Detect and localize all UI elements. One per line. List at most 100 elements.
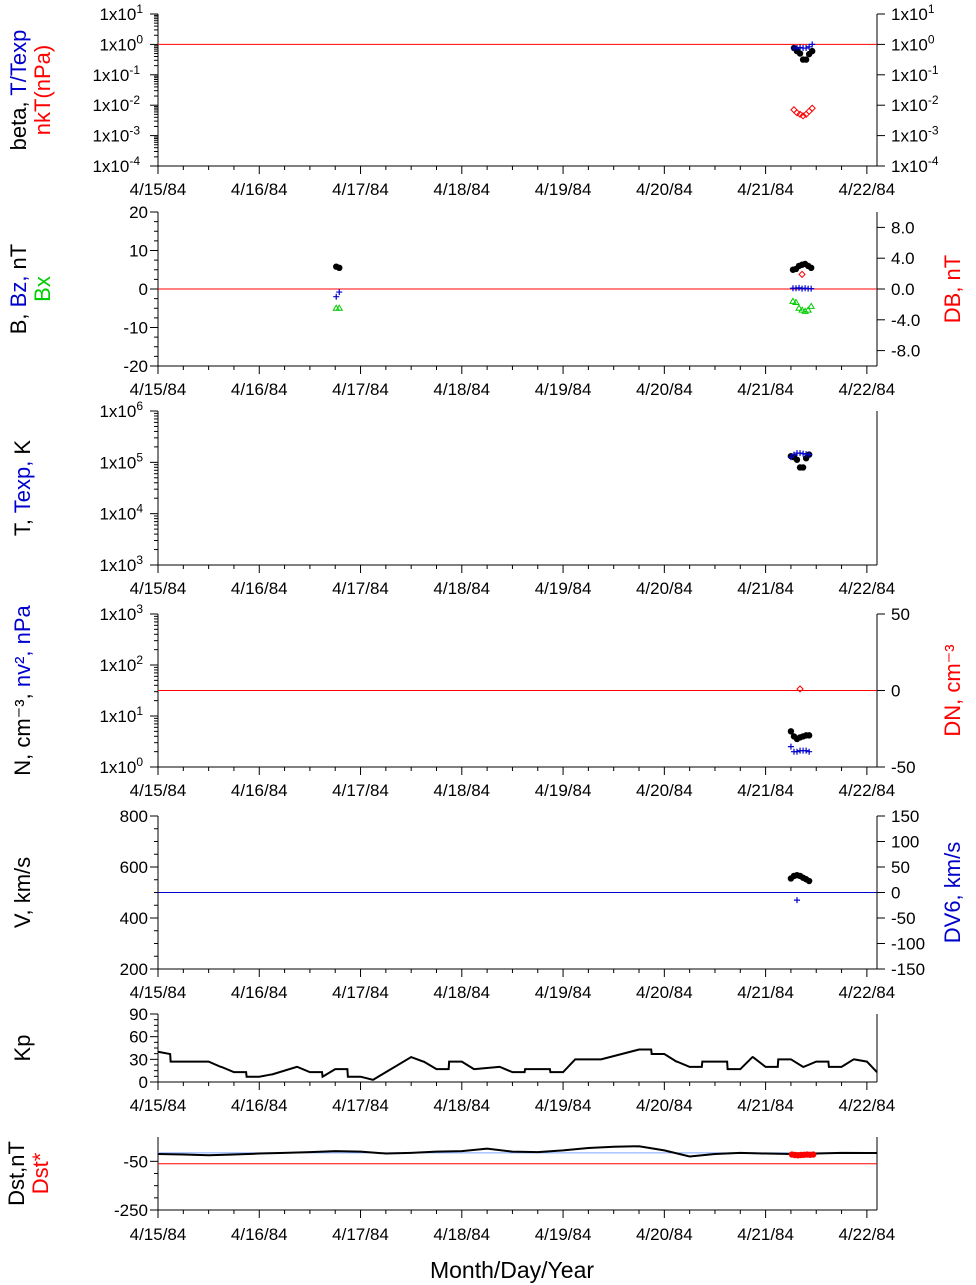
x-tick-label: 4/21/84 (737, 1225, 794, 1244)
x-tick-label: 4/19/84 (535, 380, 592, 399)
y-tick-label: -10 (123, 319, 148, 338)
y-tick-label: 0 (139, 1073, 148, 1092)
x-tick-label: 4/19/84 (535, 781, 592, 800)
data-point (806, 748, 813, 755)
panel-7: 4/15/84 4/16/84 4/17/84 4/18/84 4/19/84 4/20/… (4, 1137, 895, 1244)
y2-tick-label: 8.0 (891, 218, 915, 237)
y-tick-label: 200 (120, 960, 148, 979)
data-point (335, 304, 344, 311)
x-tick-label: 4/16/84 (231, 1225, 288, 1244)
y-tick-label: 1x10-2 (92, 93, 140, 115)
x-tick-label: 4/20/84 (636, 579, 693, 598)
x-tick-label: 4/17/84 (332, 781, 389, 800)
y-tick-label: 20 (129, 203, 148, 222)
x-tick-label: 4/21/84 (737, 380, 794, 399)
panel-4: 4/15/84 4/16/84 4/17/84 4/18/84 4/19/84 4/20/… (10, 602, 965, 800)
data-point (796, 685, 804, 693)
y2-tick-label: 1x10-1 (891, 63, 939, 85)
data-point (808, 285, 815, 292)
data-point (790, 106, 798, 114)
x-tick-label: 4/19/84 (535, 1096, 592, 1115)
y-tick-label: 1x100 (99, 755, 143, 777)
x-tick-label: 4/20/84 (636, 1096, 693, 1115)
y2-tick-label: 150 (891, 807, 919, 826)
data-point (803, 747, 810, 754)
x-tick-label: 4/15/84 (130, 579, 187, 598)
y2-tick-label: 1x10-4 (891, 154, 939, 176)
x-tick-label: 4/22/84 (839, 1225, 896, 1244)
series-line (157, 1048, 878, 1081)
y2-tick-label: 0 (891, 884, 900, 903)
x-tick-label: 4/21/84 (737, 1096, 794, 1115)
x-tick-label: 4/18/84 (433, 380, 490, 399)
y2-tick-label: 50 (891, 605, 910, 624)
y-axis-title: B, Bz, nT (6, 244, 31, 335)
data-point (801, 307, 809, 314)
y-tick-label: -250 (114, 1201, 148, 1220)
y2-axis-title: DV6, km/s (940, 842, 965, 943)
y2-tick-label: 50 (891, 858, 910, 877)
x-tick-label: 4/22/84 (839, 380, 896, 399)
y2-tick-label: -50 (891, 909, 916, 928)
x-tick-label: 4/17/84 (332, 983, 389, 1002)
y-axis-title: beta, T/Texp (6, 30, 31, 151)
y-tick-label: 1x104 (99, 502, 143, 524)
x-tick-label: 4/15/84 (130, 1096, 187, 1115)
y2-tick-label: -50 (891, 758, 916, 777)
x-tick-label: 4/17/84 (332, 1096, 389, 1115)
y-axis-title: Kp (10, 1035, 35, 1062)
y-axis-title: T, Texp, K (10, 440, 35, 537)
y-tick-label: 1x105 (99, 450, 143, 472)
x-tick-label: 4/22/84 (839, 781, 896, 800)
data-point (808, 104, 816, 112)
data-point (787, 454, 794, 461)
y2-tick-label: 1x100 (891, 32, 935, 54)
x-tick-label: 4/20/84 (636, 1225, 693, 1244)
x-tick-label: 4/21/84 (737, 983, 794, 1002)
x-tick-label: 4/16/84 (231, 983, 288, 1002)
x-tick-label: 4/22/84 (839, 180, 896, 199)
x-tick-label: 4/19/84 (535, 1225, 592, 1244)
data-point (799, 464, 807, 471)
y-tick-label: 1x103 (99, 602, 143, 624)
y2-tick-label: -8.0 (891, 342, 920, 361)
y-tick-label: 10 (129, 242, 148, 261)
x-tick-label: 4/18/84 (433, 781, 490, 800)
x-tick-label: 4/15/84 (130, 781, 187, 800)
data-point (807, 264, 815, 272)
data-point (333, 293, 340, 300)
y-tick-label: 600 (120, 858, 148, 877)
y-tick-label: 400 (120, 909, 148, 928)
y2-tick-label: 1x10-3 (891, 124, 939, 146)
y-tick-label: 60 (129, 1028, 148, 1047)
x-tick-label: 4/16/84 (231, 380, 288, 399)
data-point (336, 264, 343, 272)
data-point (789, 297, 797, 304)
data-point (806, 451, 813, 458)
y2-axis-title: DB, nT (940, 255, 965, 323)
data-point (796, 284, 803, 291)
x-tick-label: 4/21/84 (737, 781, 794, 800)
y2-tick-label: 1x101 (891, 2, 935, 24)
data-point (793, 748, 800, 755)
data-point (805, 107, 813, 115)
y-tick-label: 1x100 (99, 32, 143, 54)
y-tick-label: 30 (129, 1050, 148, 1069)
panel-2: 4/15/84 4/16/84 4/17/84 4/18/84 4/19/84 4/20/… (6, 203, 965, 399)
data-point (796, 50, 804, 57)
data-point (809, 41, 816, 48)
data-point (790, 451, 797, 458)
y-tick-label: 90 (129, 1005, 148, 1024)
x-tick-label: 4/15/84 (130, 1225, 187, 1244)
x-tick-label: 4/21/84 (737, 180, 794, 199)
data-point (805, 877, 813, 885)
y-axis-title: nkT(nPa) (30, 45, 55, 135)
y2-axis-title: DN, cm⁻³ (940, 644, 965, 736)
x-axis-title: Month/Day/Year (430, 1257, 594, 1283)
y-tick-label: -50 (123, 1152, 148, 1171)
y2-tick-label: 0.0 (891, 280, 915, 299)
data-point (808, 47, 816, 55)
data-point (805, 732, 813, 739)
panel-1: 4/15/84 4/16/84 4/17/84 4/18/84 4/19/84 4/20/… (6, 2, 939, 199)
data-point (793, 897, 800, 904)
